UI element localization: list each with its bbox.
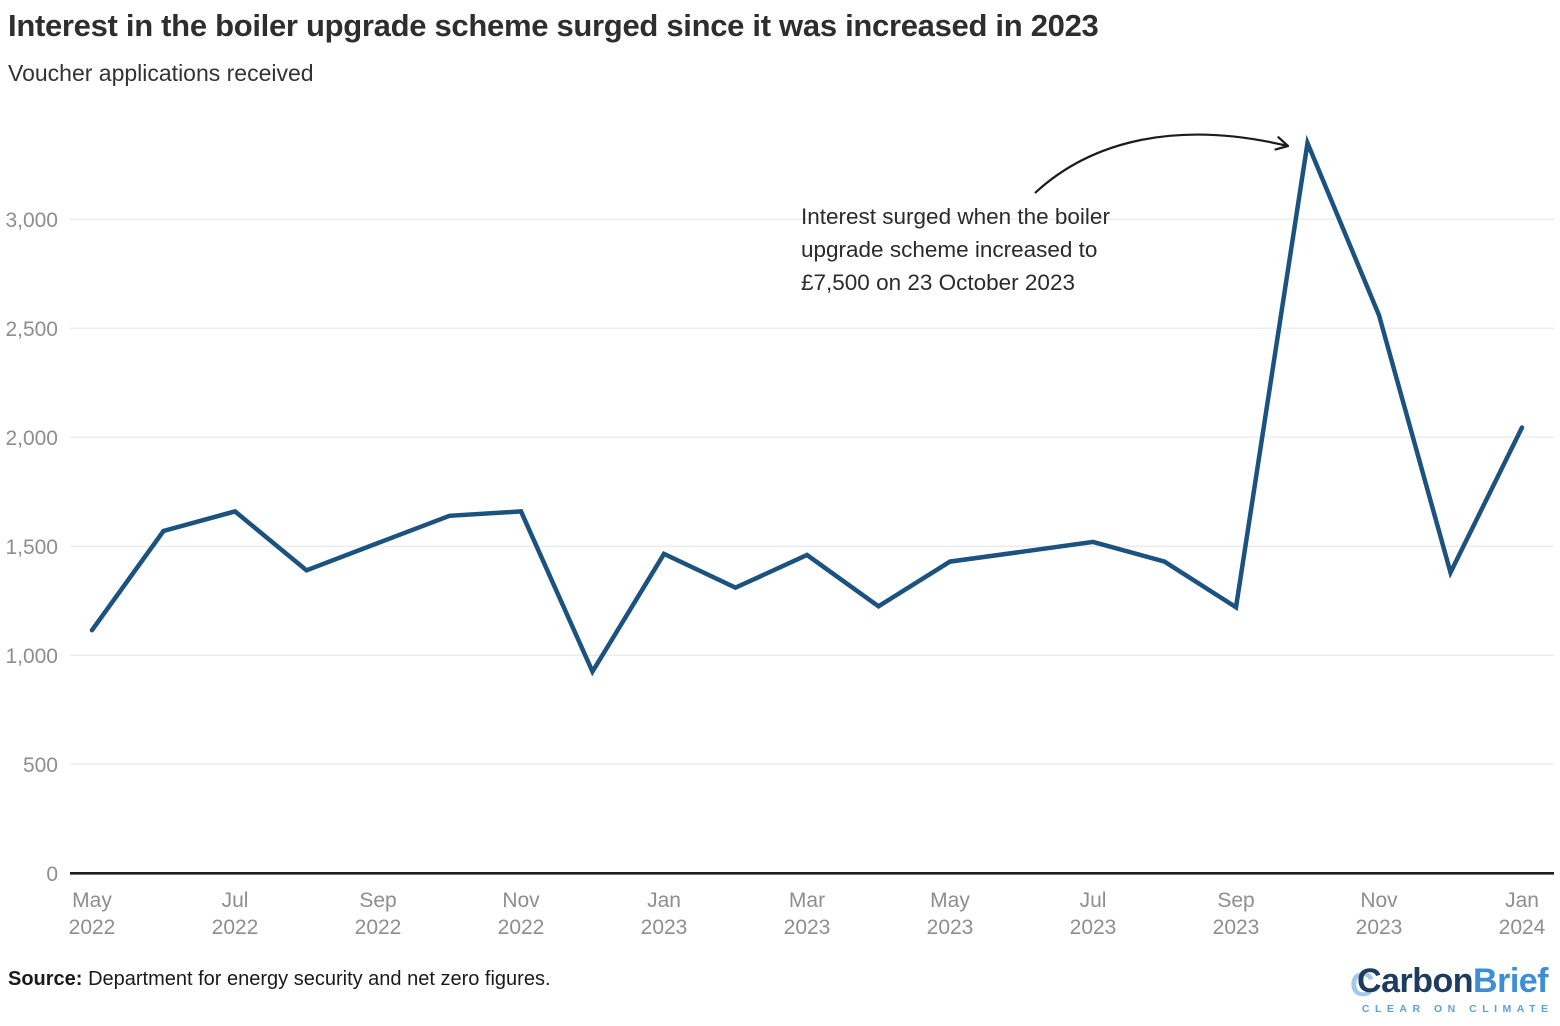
gridlines xyxy=(70,218,1554,766)
logo-wordmark: C CarbonBrief xyxy=(1350,961,1548,1002)
logo-tagline: CLEAR ON CLIMATE xyxy=(1361,1002,1554,1015)
logo-carbon: Carbon xyxy=(1357,961,1474,1000)
svg-text:2022: 2022 xyxy=(69,916,116,939)
svg-text:2,000: 2,000 xyxy=(5,427,58,450)
svg-text:Nov: Nov xyxy=(1360,889,1398,912)
svg-text:Jul: Jul xyxy=(1080,889,1107,912)
svg-text:1,500: 1,500 xyxy=(5,536,58,559)
annotation-text: Interest surged when the boiler upgrade … xyxy=(801,204,1110,295)
svg-text:May: May xyxy=(72,889,112,912)
data-line xyxy=(89,134,1525,677)
svg-text:Nov: Nov xyxy=(502,889,540,912)
logo-accent-c: C xyxy=(1350,965,1375,1004)
svg-text:2,500: 2,500 xyxy=(5,318,58,341)
svg-text:2023: 2023 xyxy=(1356,916,1403,939)
x-axis-labels: May 2022 Jul 2022 Sep 2022 Nov 2022 Jan 2023 Mar 20… xyxy=(69,889,1546,939)
logo-brief: Brief xyxy=(1473,961,1548,1000)
svg-text:0: 0 xyxy=(46,863,58,886)
svg-text:1,000: 1,000 xyxy=(5,645,58,668)
source-note: Source: Department for energy security an… xyxy=(8,968,551,991)
svg-text:Jan: Jan xyxy=(1505,889,1539,912)
svg-text:2023: 2023 xyxy=(1070,916,1117,939)
source-text: Department for energy security and net z… xyxy=(88,968,551,990)
chart-subtitle: Voucher applications received xyxy=(8,60,314,86)
svg-text:Mar: Mar xyxy=(789,889,825,912)
svg-text:2022: 2022 xyxy=(355,916,402,939)
svg-text:Jan: Jan xyxy=(647,889,681,912)
svg-text:Sep: Sep xyxy=(1217,889,1254,912)
y-axis-labels: 0 500 1,000 1,500 2,000 2,500 3,000 xyxy=(5,209,58,886)
svg-text:3,000: 3,000 xyxy=(5,209,58,232)
carbonbrief-logo: C CarbonBrief CLEAR ON CLIMATE xyxy=(1350,961,1548,1015)
svg-text:2023: 2023 xyxy=(1213,916,1260,939)
svg-text:2023: 2023 xyxy=(927,916,974,939)
svg-text:2024: 2024 xyxy=(1499,916,1546,939)
svg-text:500: 500 xyxy=(23,754,58,777)
svg-text:Sep: Sep xyxy=(359,889,396,912)
svg-text:2023: 2023 xyxy=(784,916,831,939)
svg-text:2022: 2022 xyxy=(212,916,259,939)
source-label: Source: xyxy=(8,968,83,990)
svg-text:2023: 2023 xyxy=(641,916,688,939)
annotation-arrow xyxy=(1034,133,1290,194)
svg-text:May: May xyxy=(930,889,970,912)
chart-title: Interest in the boiler upgrade scheme su… xyxy=(8,8,1099,43)
svg-text:Jul: Jul xyxy=(222,889,249,912)
svg-text:2022: 2022 xyxy=(498,916,545,939)
